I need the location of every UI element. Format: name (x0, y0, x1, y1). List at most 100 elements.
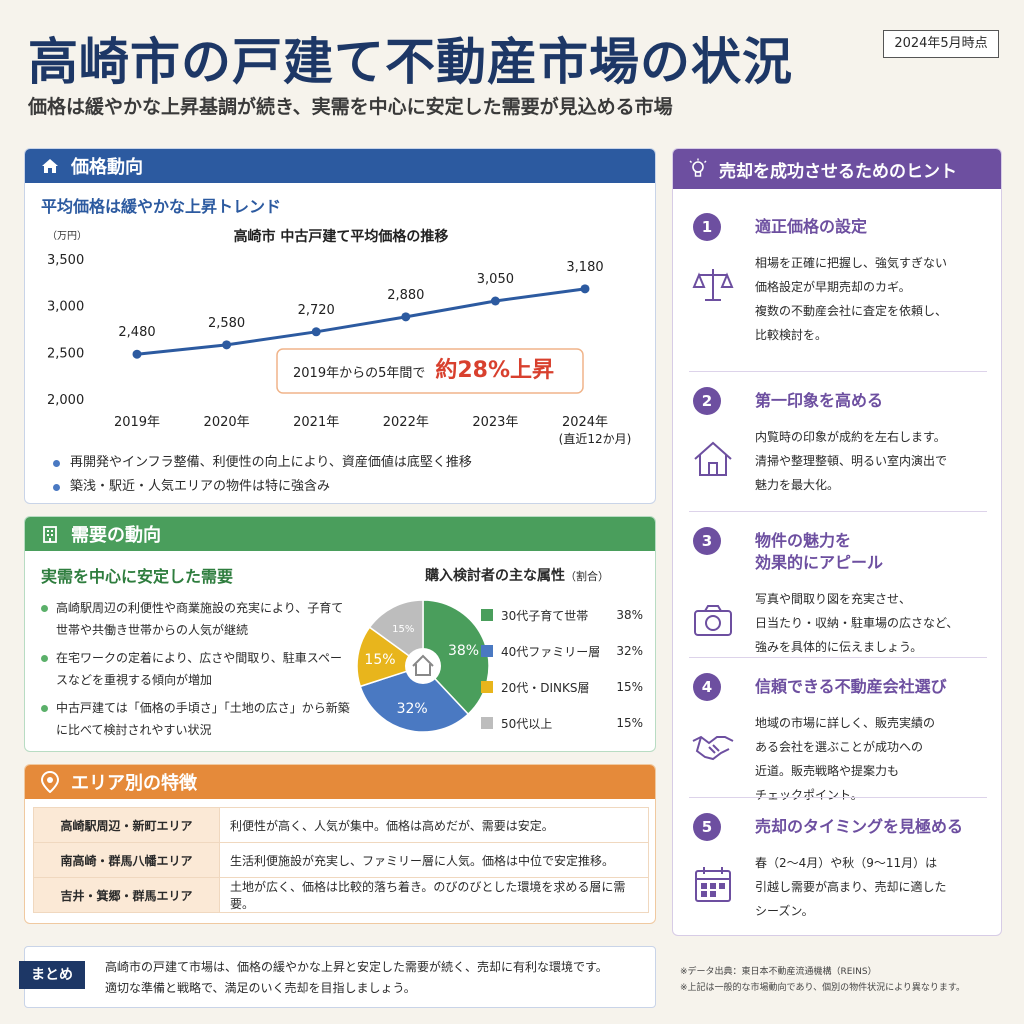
demand-bullets: 高崎駅周辺の利便性や商業施設の充実により、子育て世帯や共働き世帯からの人気が継続… (41, 597, 351, 747)
callout-value: 約28%上昇 (435, 357, 554, 383)
bullet-dot (41, 705, 48, 712)
legend-swatch (481, 609, 493, 621)
area-name: 吉井・箕郷・群馬エリア (33, 877, 220, 913)
tip-divider (689, 657, 987, 658)
pie-slice-label: 15% (364, 652, 395, 668)
callout-text: 2019年からの5年間で 約28%上昇 (293, 357, 554, 383)
data-point (580, 284, 590, 294)
pie-slice-label: 32% (397, 701, 428, 717)
y-axis-unit: （万円） (47, 230, 87, 242)
tip-divider (689, 371, 987, 372)
tip-body-line: 写真や間取り図を充実させ、 (755, 592, 912, 606)
data-point (311, 327, 321, 337)
x-tick-label: 2023年 (472, 415, 518, 430)
area-desc: 利便性が高く、人気が集中。価格は高めだが、需要は安定。 (219, 807, 649, 843)
price-note-text: 再開発やインフラ整備、利便性の向上により、資産価値は底堅く推移 (70, 455, 472, 470)
area-heading: エリア別の特徴 (71, 773, 197, 794)
tip-body: 内覧時の印象が成約を左右します。 清掃や整理整頓、明るい室内演出で 魅力を最大化。 (755, 425, 947, 497)
demand-bullet-text: 高崎駅周辺の利便性や商業施設の充実により、子育て世帯や共働き世帯からの人気が継続 (56, 601, 344, 637)
tips-header: 売却を成功させるためのヒント (673, 149, 1001, 189)
price-note: 再開発やインフラ整備、利便性の向上により、資産価値は底堅く推移 (53, 451, 472, 475)
tip-body-line: 比較検討を。 (755, 328, 828, 342)
area-name: 高崎駅周辺・新町エリア (33, 807, 220, 843)
price-line-chart: （万円） 高崎市 中古戸建て平均価格の推移 2,000 2,500 3,000 3,500… (47, 228, 631, 446)
data-label: 2,720 (298, 303, 335, 318)
tip-title-line: 効果的にアピール (755, 553, 884, 572)
table-row: 高崎駅周辺・新町エリア 利便性が高く、人気が集中。価格は高めだが、需要は安定。 (33, 807, 649, 843)
y-tick-label: 3,000 (47, 300, 84, 315)
data-label: 3,050 (477, 272, 514, 287)
growth-callout: 2019年からの5年間で 約28%上昇 (276, 348, 584, 394)
legend-value: 15% (616, 680, 643, 694)
tip-body-line: 近道。販売戦略や提案力も (755, 764, 900, 778)
data-point (222, 340, 232, 350)
price-note-text: 築浅・駅近・人気エリアの物件は特に強含み (70, 479, 331, 494)
y-tick-label: 3,500 (47, 253, 84, 268)
area-name: 南高崎・群馬八幡エリア (33, 842, 220, 878)
tip-number: 2 (693, 387, 721, 415)
demand-bullet: 中古戸建ては「価格の手頃さ」「土地の広さ」から新築に比べて検討されやすい状況 (41, 697, 351, 741)
bullet-dot (53, 483, 60, 491)
pie-title-text: 購入検討者の主な属性 (425, 568, 565, 584)
price-trend-subheading: 平均価格は緩やかな上昇トレンド (41, 197, 282, 216)
tip-title: 売却のタイミングを見極める (755, 816, 963, 838)
pie-slice (368, 599, 424, 668)
x-tick-label: 2022年 (383, 415, 429, 430)
area-header: エリア別の特徴 (25, 765, 655, 799)
tip-body-line: 魅力を最大化。 (755, 478, 840, 492)
summary-tag: まとめ (19, 961, 85, 989)
tip-body-line: 引越し需要が高まり、売却に適した (755, 880, 947, 894)
tips-heading: 売却を成功させるためのヒント (719, 161, 957, 182)
tip-title-line: 物件の魅力を (755, 531, 852, 550)
tip-divider (689, 511, 987, 512)
callout-box (276, 348, 584, 394)
data-label: 2,880 (387, 288, 424, 303)
home-icon (39, 155, 61, 177)
camera-icon (691, 599, 735, 643)
price-trend-card: 価格動向 平均価格は緩やかな上昇トレンド （万円） 高崎市 中古戸建て平均価格の推… (24, 148, 656, 504)
pie-slice (422, 599, 490, 716)
demand-bullet-text: 在宅ワークの定着により、広さや間取り、駐車スペースなどを重視する傾向が増加 (56, 651, 342, 687)
map-pin-icon (39, 771, 61, 793)
buyer-pie-chart: 38% 32% 15% 15% (356, 599, 490, 733)
tip-body-line: 相場を正確に把握し、強気すぎない (755, 256, 948, 270)
legend-label: 50代以上 (501, 716, 553, 731)
calendar-icon (691, 863, 735, 907)
legend-label: 20代・DINKS層 (501, 680, 590, 695)
x-tick-label: 2024年 (562, 415, 608, 430)
tip-body-line: 日当たり・収納・駐車場の広さなど、 (755, 616, 959, 630)
tip-number: 4 (693, 673, 721, 701)
legend-label: 40代ファミリー層 (501, 644, 601, 659)
callout-prefix: 2019年からの5年間で (293, 366, 425, 381)
demand-bullet-text: 中古戸建ては「価格の手頃さ」「土地の広さ」から新築に比べて検討されやすい状況 (56, 701, 350, 737)
table-row: 吉井・箕郷・群馬エリア 土地が広く、価格は比較的落ち着き。のびのびとした環境を求め… (33, 877, 649, 913)
legend-item: 40代ファミリー層 32% (481, 633, 643, 669)
tip-number: 1 (693, 213, 721, 241)
pie-center (405, 648, 441, 684)
tip-title-line: 売却のタイミングを見極める (755, 817, 964, 836)
tip-title-line: 適正価格の設定 (755, 217, 868, 236)
tip-body-line: 内覧時の印象が成約を左右します。 (755, 430, 946, 444)
bullet-dot (41, 655, 48, 662)
house-icon (691, 437, 735, 481)
tip-number: 5 (693, 813, 721, 841)
scale-icon (691, 263, 735, 307)
summary-line: 高崎市の戸建て市場は、価格の緩やかな上昇と安定した需要が続く、売却に有利な環境で… (105, 960, 608, 974)
tip-divider (689, 797, 987, 798)
tip-body-line: 清掃や整理整頓、明るい室内演出で (755, 454, 948, 468)
demand-subheading: 実需を中心に安定した需要 (41, 567, 234, 586)
tip-body: 相場を正確に把握し、強気すぎない 価格設定が早期売却のカギ。 複数の不動産会社に査定… (755, 251, 947, 347)
legend-swatch (481, 645, 493, 657)
legend-value: 15% (616, 716, 643, 730)
page-title: 高崎市の戸建て不動産市場の状況 (28, 32, 793, 91)
summary-box: まとめ 高崎市の戸建て市場は、価格の緩やかな上昇と安定した需要が続く、売却に有利… (19, 946, 656, 1008)
pie-slice-label: 15% (392, 624, 414, 635)
tip-title-line: 第一印象を高める (755, 391, 884, 410)
legend-label: 30代子育て世帯 (501, 608, 589, 623)
footnote-disclaimer: ※上記は一般的な市場動向であり、個別の物件状況により異なります。 (680, 983, 966, 993)
tip-body-line: 地域の市場に詳しく、販売実績の (755, 716, 936, 730)
tip-title: 物件の魅力を効果的にアピール (755, 530, 883, 574)
lightbulb-icon (687, 158, 709, 180)
page-subtitle: 価格は緩やかな上昇基調が続き、実需を中心に安定した需要が見込める市場 (28, 96, 673, 118)
summary-line: 適切な準備と戦略で、満足のいく売却を目指しましょう。 (105, 981, 416, 995)
